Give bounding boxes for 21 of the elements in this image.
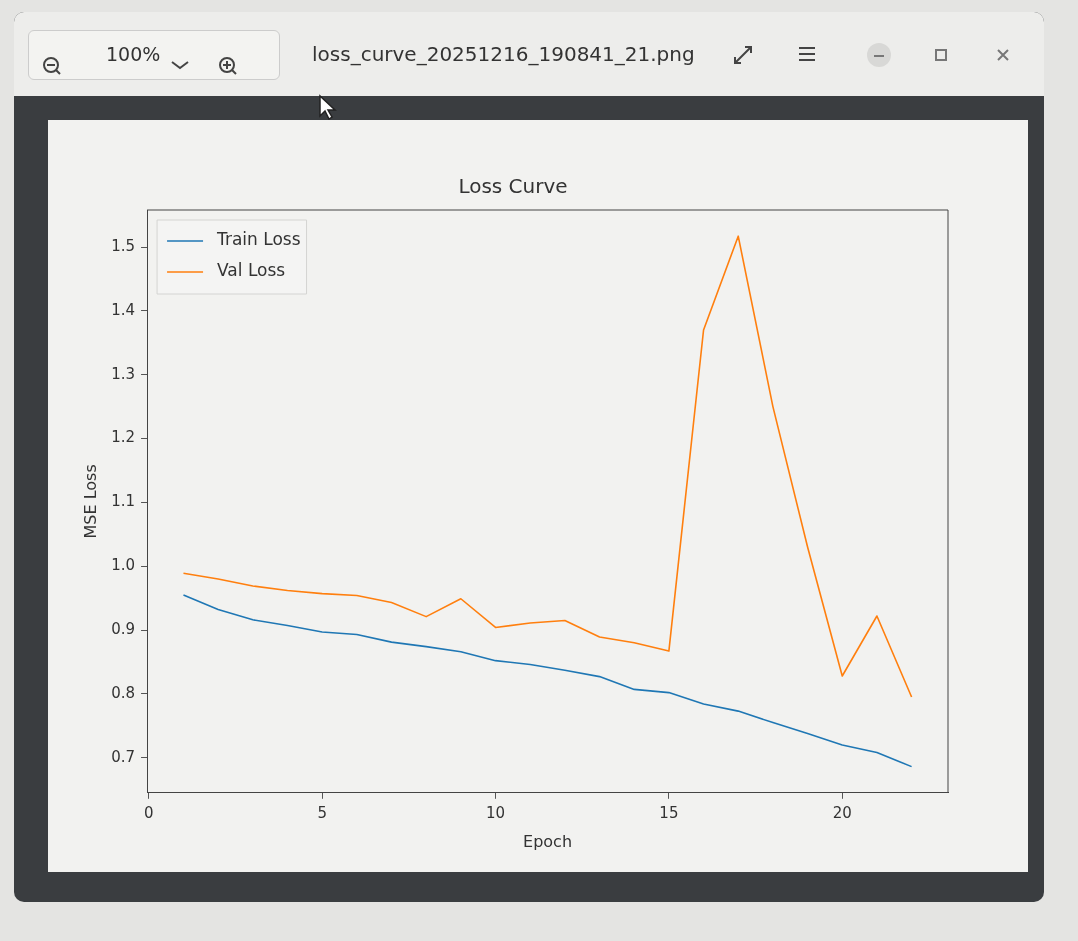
y-tick-label: 1.3 [111, 364, 136, 383]
chart-title: Loss Curve [458, 174, 568, 199]
y-tick-label: 0.9 [111, 619, 136, 638]
y-axis-title: MSE Loss [80, 464, 100, 539]
y-tick-label: 1.4 [111, 300, 136, 319]
y-tick-label: 1.1 [111, 492, 136, 511]
x-tick-label: 15 [659, 803, 679, 822]
x-tick-label: 0 [144, 803, 154, 822]
y-tick-label: 1.5 [111, 236, 136, 255]
text: 100% [106, 43, 161, 65]
text: loss_curve_20251216_190841_21.png [312, 42, 695, 66]
legend-label: Val Loss [217, 260, 286, 281]
x-tick-label: 10 [485, 803, 506, 822]
y-tick-label: 1.0 [111, 556, 136, 575]
legend-label: Train Loss [216, 229, 301, 250]
x-tick-label: 20 [832, 803, 852, 822]
y-tick-label: 0.8 [111, 683, 136, 702]
y-tick-label: 0.7 [111, 747, 136, 766]
x-tick-label: 5 [317, 803, 327, 822]
y-tick-label: 1.2 [111, 428, 136, 447]
x-axis-title: Epoch [523, 831, 573, 851]
